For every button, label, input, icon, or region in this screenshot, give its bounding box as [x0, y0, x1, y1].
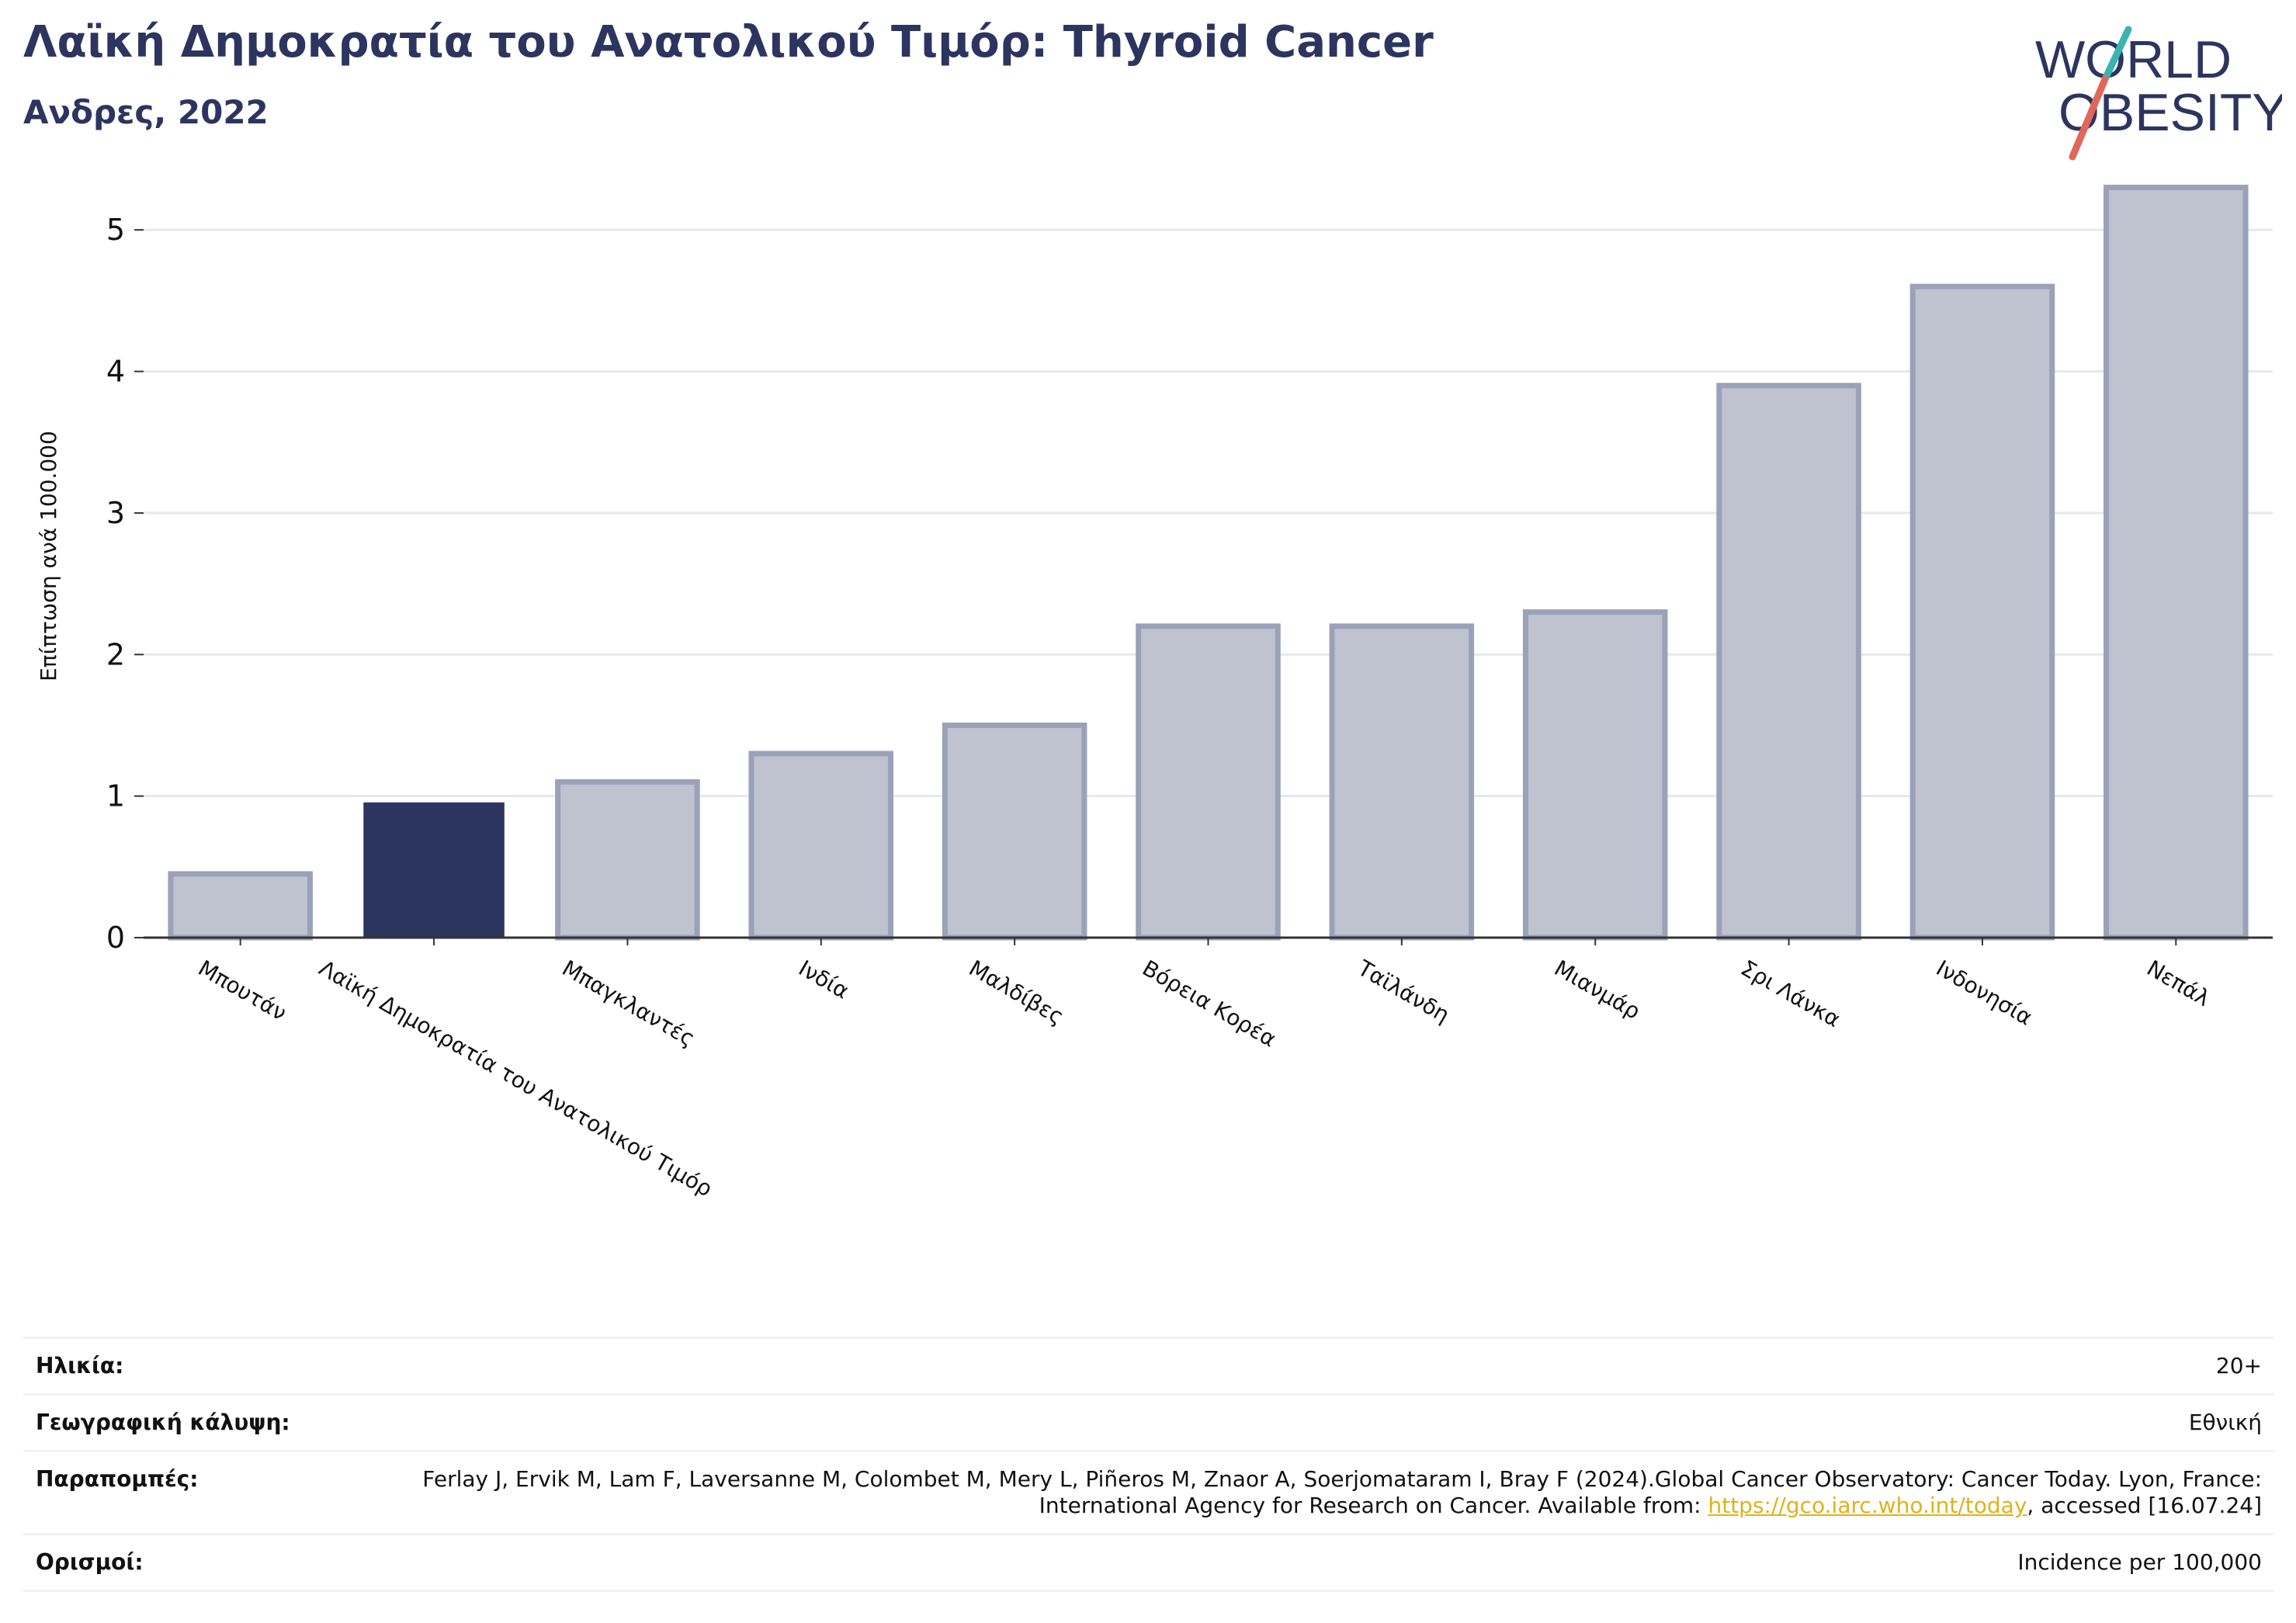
bar-1 — [363, 802, 505, 938]
x-tick-label: Μαλδίβες — [965, 955, 1069, 1029]
bar-8 — [1716, 383, 1861, 941]
bar-5 — [1136, 623, 1281, 941]
bar-chart: 0 1 2 3 4 5 Μπουτάν Λαϊκή Δημοκρατία του Ανατο… — [36, 184, 2273, 1202]
x-tick-label: Βόρεια Κορέα — [1138, 955, 1281, 1052]
definitions-label: Ορισμοί: — [36, 1549, 144, 1575]
world-obesity-logo: WORLD OBESITY — [2035, 26, 2282, 161]
x-tick-label: Σρι Λάνκα — [1736, 955, 1845, 1032]
meta-row-coverage: Γεωγραφική κάλυψη: Εθνική — [23, 1393, 2274, 1450]
chart-title: Λαϊκή Δημοκρατία του Ανατολικού Τιμόρ: T… — [23, 17, 1434, 68]
y-tick-label: 4 — [106, 355, 125, 389]
age-value: 20+ — [2215, 1353, 2262, 1379]
references-link[interactable]: https://gco.iarc.who.int/today — [1708, 1493, 2027, 1518]
x-tick-label: Νεπάλ — [2142, 955, 2214, 1011]
bars — [168, 184, 2249, 941]
references-text: Ferlay J, Ervik M, Lam F, Laversanne M, … — [422, 1466, 2262, 1518]
bar-9 — [1909, 283, 2055, 941]
y-tick-label: 0 — [106, 921, 125, 955]
bar-2 — [555, 779, 700, 941]
meta-row-references: Παραπομπές: Ferlay J, Ervik M, Lam F, La… — [23, 1450, 2274, 1533]
x-tick-label: Μιανμάρ — [1550, 955, 1645, 1024]
bar-6 — [1329, 623, 1475, 941]
references-label: Παραπομπές: — [36, 1466, 199, 1492]
definitions-value: Incidence per 100,000 — [2017, 1549, 2262, 1575]
y-tick-label: 3 — [106, 496, 125, 530]
y-axis-label: Επίπτωση ανά 100.000 — [36, 431, 61, 681]
logo-slash-coral — [2069, 75, 2109, 161]
x-tick-labels: Μπουτάν Λαϊκή Δημοκρατία του Ανατολικού Τ… — [194, 938, 2214, 1202]
x-tick-label: Λαϊκή Δημοκρατία του Ανατολικού Τιμόρ — [315, 955, 717, 1202]
bar-3 — [748, 751, 894, 941]
x-tick-label: Μπαγκλαντές — [558, 955, 699, 1051]
logo-text-world: WORLD — [2035, 30, 2232, 89]
y-tick-labels: 0 1 2 3 4 5 — [106, 213, 144, 955]
logo-slash-teal — [2101, 26, 2132, 83]
y-tick-label: 2 — [106, 637, 125, 671]
bar-0 — [168, 871, 313, 941]
y-tick-label: 1 — [106, 779, 125, 813]
references-accessed: , accessed [16.07.24] — [2027, 1493, 2262, 1518]
bar-4 — [942, 722, 1087, 941]
bar-10 — [2104, 184, 2249, 941]
coverage-value: Εθνική — [2188, 1410, 2262, 1435]
references-value: Ferlay J, Ervik M, Lam F, Laversanne M, … — [360, 1466, 2262, 1519]
x-tick-label: Ινδία — [794, 955, 853, 1004]
meta-row-definitions: Ορισμοί: Incidence per 100,000 — [23, 1533, 2274, 1592]
meta-row-age: Ηλικία: 20+ — [23, 1337, 2274, 1393]
chart-subtitle: Ανδρες, 2022 — [23, 93, 269, 131]
x-tick-label: Μπουτάν — [194, 955, 291, 1025]
metadata-table: Ηλικία: 20+ Γεωγραφική κάλυψη: Εθνική Πα… — [23, 1337, 2274, 1592]
x-tick-label: Ινδονησία — [1932, 955, 2037, 1030]
x-tick-label: Ταϊλάνδη — [1353, 955, 1454, 1028]
y-tick-label: 5 — [106, 213, 125, 247]
bar-7 — [1522, 609, 1668, 941]
coverage-label: Γεωγραφική κάλυψη: — [36, 1410, 290, 1435]
age-label: Ηλικία: — [36, 1353, 124, 1379]
